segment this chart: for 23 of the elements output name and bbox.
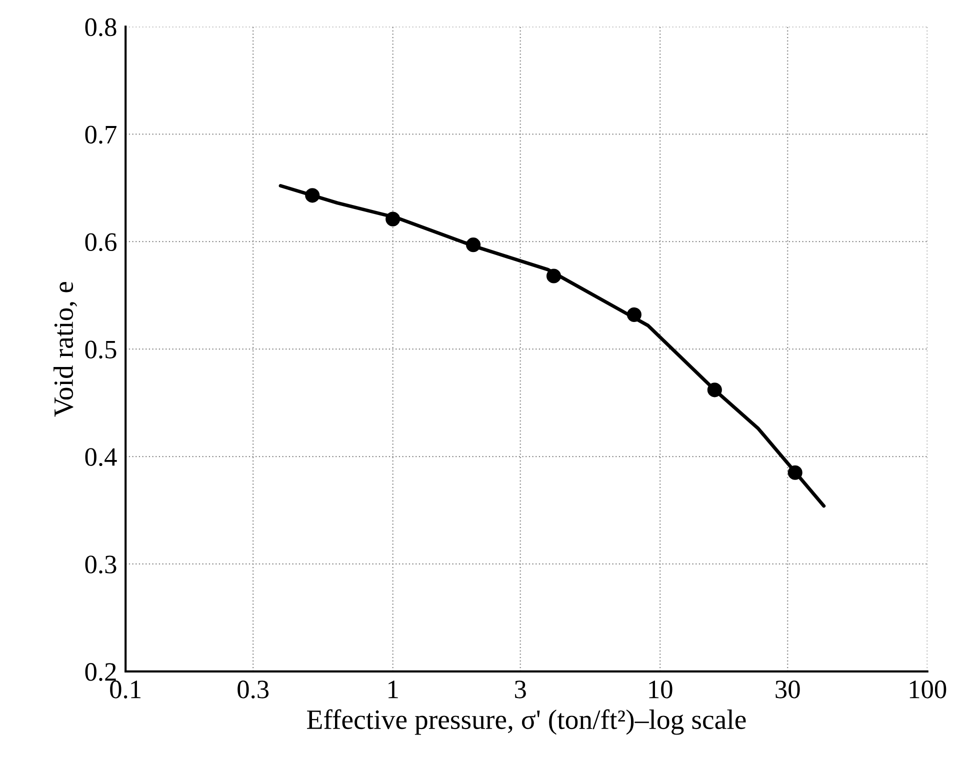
x-axis-title: Effective pressure, σ' (ton/ft²)–log scale: [307, 709, 746, 735]
point: [386, 212, 400, 226]
y-tick-label: 0.6: [85, 233, 116, 252]
point: [626, 307, 642, 322]
y-tick-label: 0.3: [85, 556, 116, 574]
y-tick-label: 0.7: [85, 126, 116, 144]
point: [305, 188, 320, 203]
x-tick-label: 100: [910, 680, 946, 698]
x-tick-label: 3: [515, 680, 526, 698]
point: [707, 382, 722, 398]
x-tick-label: 30: [776, 680, 800, 698]
x-tick-label: 0.1: [110, 680, 140, 698]
x-tick-label: 1: [388, 680, 398, 698]
y-tick-label: 0.5: [85, 340, 116, 359]
point: [788, 465, 802, 480]
y-tick-label: 0.8: [85, 18, 116, 36]
x-tick-label: 10: [649, 680, 672, 698]
point: [466, 238, 481, 252]
y-tick-label: 0.4: [85, 448, 117, 466]
point: [546, 268, 562, 284]
y-axis-title: Void ratio, e: [54, 282, 78, 417]
x-tick-label: 0.3: [238, 680, 269, 698]
y-tick-label: 0.2: [85, 663, 116, 681]
